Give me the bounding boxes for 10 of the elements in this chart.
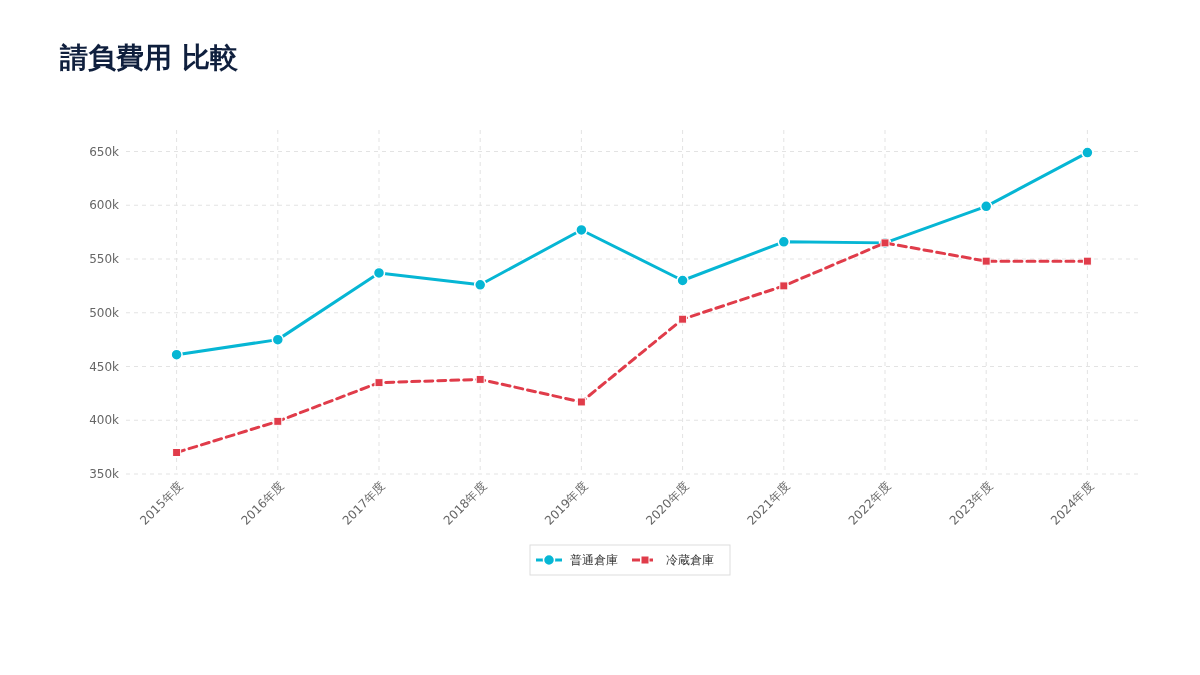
y-tick-label: 400k bbox=[89, 413, 120, 428]
y-tick-label: 600k bbox=[89, 198, 120, 213]
legend-label: 冷蔵倉庫 bbox=[666, 553, 714, 568]
chart-title: 請負費用 比較 bbox=[59, 41, 239, 74]
y-tick-label: 650k bbox=[89, 144, 120, 159]
y-tick-label: 350k bbox=[89, 467, 120, 482]
y-tick-label: 500k bbox=[89, 305, 120, 320]
y-tick-label: 450k bbox=[89, 359, 120, 374]
y-tick-label: 550k bbox=[89, 252, 120, 267]
legend-label: 普通倉庫 bbox=[570, 553, 618, 568]
